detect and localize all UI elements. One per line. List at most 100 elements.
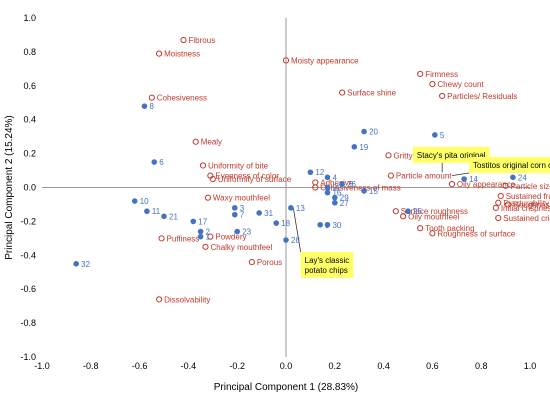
attribute-marker <box>417 225 424 232</box>
callout-text: Tostitos original corn chips <box>473 161 550 170</box>
sample-marker <box>324 189 331 196</box>
sample-marker <box>317 221 323 228</box>
attribute-label: Roughness of mass <box>513 200 550 209</box>
attribute-label: Fracturability <box>503 199 549 208</box>
sample-label: 13 <box>296 204 305 213</box>
attribute-marker <box>207 233 214 240</box>
y-tick-label: -0.2 <box>20 216 36 226</box>
sample-label: 24 <box>518 173 527 182</box>
sample-label: 26 <box>347 180 356 189</box>
sample-label: 1 <box>206 233 211 242</box>
sample-label: 5 <box>440 131 445 140</box>
y-axis-title: Principal Component 2 (15.24%) <box>4 115 15 260</box>
sample-marker <box>510 174 516 181</box>
attribute-label: Particle amount <box>396 172 452 181</box>
x-tick-label: -0.6 <box>132 361 148 371</box>
attribute-marker <box>199 162 207 169</box>
attribute-label: Chewy count <box>437 80 484 89</box>
sample-label: 21 <box>169 212 178 221</box>
attribute-label: Chalky mouthfeel <box>210 243 272 252</box>
attribute-marker <box>156 296 163 303</box>
sample-label: 25 <box>413 207 422 216</box>
sample-marker <box>288 205 294 211</box>
attribute-label: Roughness of surface <box>437 229 515 238</box>
attribute-label: Moistness <box>164 50 200 59</box>
sample-label: 28 <box>291 236 300 245</box>
y-tick-label: -1.0 <box>20 352 36 362</box>
attribute-marker <box>312 184 319 191</box>
attribute-marker <box>448 181 456 188</box>
attribute-marker <box>312 179 319 186</box>
attribute-label: Sustained fracturability <box>506 192 550 201</box>
attribute-marker <box>400 213 407 220</box>
attribute-label: Oily mouthfeel <box>408 212 459 221</box>
sample-marker <box>351 144 358 150</box>
attribute-label: Surface shine <box>347 89 396 98</box>
sample-label: 14 <box>469 175 478 184</box>
attribute-label: Initial crispness <box>501 204 550 213</box>
attribute-label: Porous <box>257 258 282 267</box>
attribute-marker <box>502 182 509 189</box>
attribute-marker <box>282 57 290 64</box>
sample-label: 6 <box>159 158 164 167</box>
sample-marker <box>332 194 338 201</box>
attribute-loadings: Fibrous Moistness Moisty appearance Cohesiv… <box>148 36 550 304</box>
callout-box <box>469 156 550 173</box>
attribute-label: Evenness of color <box>215 172 279 181</box>
attribute-marker <box>439 92 446 100</box>
attribute-label: Uniformity of bite <box>208 161 269 170</box>
y-tick-label: -0.4 <box>20 250 36 260</box>
attribute-marker <box>248 258 255 266</box>
x-tick-label: 1.0 <box>524 361 537 371</box>
sample-label: 32 <box>81 260 90 269</box>
sample-marker <box>144 208 150 215</box>
sample-label: 27 <box>340 199 349 208</box>
attribute-marker <box>495 214 502 222</box>
attribute-marker <box>148 94 155 101</box>
attribute-label: Mealy <box>201 138 222 147</box>
attribute-label: Gritty <box>393 151 412 160</box>
attribute-label: Puffiness <box>167 234 200 243</box>
sample-marker <box>231 211 238 218</box>
sample-marker <box>161 213 167 220</box>
attribute-marker <box>429 81 436 88</box>
axes: -1.0 -0.8 -0.6 -0.4 -0.2 0.0 0.2 0.4 0.6 0.8 1.0 1.… <box>20 13 536 371</box>
sample-label: 18 <box>281 219 290 228</box>
sample-marker <box>234 228 240 235</box>
sample-label: 12 <box>315 168 324 177</box>
y-tick-label: 0.4 <box>23 115 36 125</box>
attribute-label: Cohesiveness of mass <box>320 184 400 193</box>
callout-text: Stacy's pita original <box>417 151 486 160</box>
sample-label: 30 <box>332 221 341 230</box>
attribute-label: Oily appearance <box>457 180 516 189</box>
x-tick-label: 0.2 <box>329 361 342 371</box>
attribute-label: Cohesiveness <box>157 94 207 103</box>
sample-label: 4 <box>332 173 337 182</box>
attribute-marker <box>209 175 216 183</box>
attribute-marker <box>392 208 399 215</box>
sample-label: 20 <box>369 128 378 137</box>
y-tick-label: 0.0 <box>23 183 36 193</box>
attribute-label: Moisty appearance <box>291 56 359 65</box>
attribute-marker <box>156 50 163 57</box>
attribute-label: Dissolvability <box>164 295 210 304</box>
y-tick-label: 1.0 <box>23 13 36 23</box>
callout-leaders <box>292 162 470 252</box>
sample-label: 17 <box>198 217 207 226</box>
sample-label: 19 <box>359 143 368 152</box>
attribute-marker <box>429 230 436 237</box>
sample-marker <box>361 188 367 194</box>
x-tick-label: -0.2 <box>229 361 245 371</box>
sample-label: 15 <box>369 187 378 196</box>
attribute-marker <box>202 243 209 250</box>
x-tick-label: -0.4 <box>181 361 197 371</box>
sample-label: 16 <box>332 189 341 198</box>
sample-label: 11 <box>152 207 161 216</box>
sample-scores: 1234567891011121314151617181920212223242… <box>73 102 527 269</box>
sample-marker <box>307 169 314 176</box>
sample-marker <box>141 103 148 109</box>
sample-label: 22 <box>332 184 341 193</box>
callout-box <box>300 251 354 278</box>
sample-marker <box>283 237 289 243</box>
